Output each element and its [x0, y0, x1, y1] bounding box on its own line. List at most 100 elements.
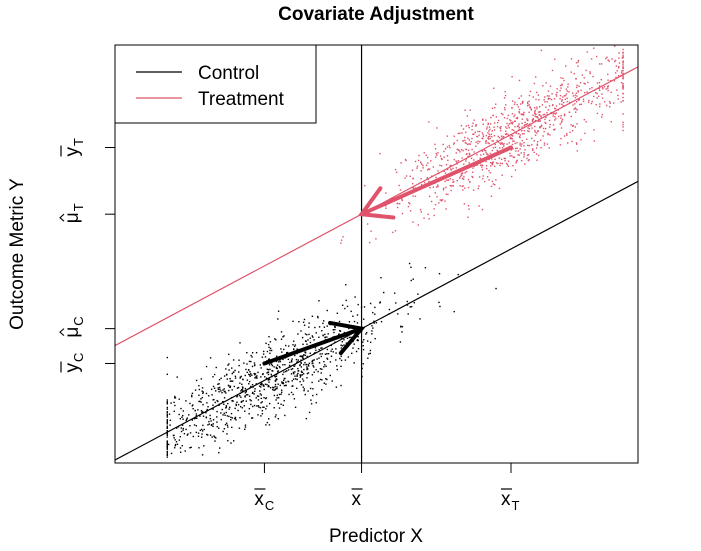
- data-point: [306, 368, 308, 371]
- data-point: [607, 79, 609, 81]
- data-point: [245, 394, 248, 396]
- data-point: [244, 428, 246, 430]
- data-point: [535, 76, 537, 78]
- data-point: [567, 83, 569, 85]
- data-point: [251, 356, 253, 358]
- data-point: [438, 301, 440, 304]
- data-point: [336, 368, 338, 371]
- data-point: [256, 405, 258, 407]
- data-point: [422, 164, 424, 167]
- data-point: [174, 404, 176, 407]
- data-point: [303, 324, 306, 326]
- data-point: [455, 160, 457, 162]
- data-point: [248, 380, 251, 383]
- data-point: [298, 321, 300, 323]
- data-point: [556, 91, 558, 94]
- data-point: [250, 403, 252, 406]
- data-point: [270, 349, 273, 352]
- data-point: [277, 370, 279, 372]
- data-point: [450, 185, 453, 187]
- data-point: [200, 401, 202, 403]
- data-point: [244, 387, 247, 390]
- data-point: [503, 117, 506, 119]
- data-point: [357, 347, 360, 350]
- data-point: [273, 394, 276, 397]
- data-point: [491, 162, 493, 164]
- data-point: [515, 147, 517, 150]
- data-point: [528, 94, 531, 97]
- data-point: [494, 143, 496, 146]
- data-point: [622, 48, 624, 51]
- data-point: [372, 327, 374, 329]
- data-point: [206, 402, 208, 404]
- data-point: [520, 95, 522, 97]
- data-point: [511, 129, 513, 131]
- data-point: [257, 371, 259, 374]
- data-point: [498, 157, 501, 159]
- data-point: [423, 217, 425, 219]
- data-point: [215, 437, 217, 439]
- data-point: [264, 383, 267, 385]
- data-point: [234, 407, 236, 410]
- data-point: [239, 394, 241, 397]
- data-point: [542, 114, 545, 116]
- data-point: [510, 137, 513, 140]
- data-point: [549, 123, 551, 126]
- data-point: [576, 123, 578, 125]
- data-point: [526, 118, 528, 120]
- data-point: [268, 364, 271, 366]
- data-point: [617, 67, 620, 69]
- data-point: [532, 114, 534, 117]
- data-point: [398, 184, 400, 187]
- data-point: [166, 421, 168, 423]
- data-point: [292, 348, 295, 350]
- data-point: [426, 156, 429, 159]
- data-point: [166, 452, 168, 454]
- data-point: [570, 124, 572, 126]
- data-point: [587, 101, 590, 103]
- data-point: [198, 388, 201, 391]
- data-point: [315, 393, 318, 396]
- legend-control-label: Control: [198, 63, 259, 84]
- data-point: [593, 129, 595, 131]
- data-point: [585, 69, 587, 72]
- data-point: [255, 383, 258, 385]
- data-point: [380, 276, 382, 279]
- data-point: [483, 149, 486, 152]
- data-point: [276, 397, 278, 399]
- data-point: [319, 368, 322, 370]
- data-point: [450, 168, 452, 170]
- data-point: [439, 155, 442, 157]
- data-point: [490, 195, 493, 197]
- data-point: [239, 376, 242, 378]
- data-point: [499, 126, 501, 129]
- data-point: [534, 112, 536, 114]
- data-point: [536, 143, 538, 146]
- data-point: [230, 419, 232, 421]
- data-point: [285, 352, 288, 354]
- data-point: [524, 121, 526, 124]
- data-point: [201, 430, 204, 432]
- data-point: [554, 113, 557, 115]
- data-point: [261, 356, 264, 358]
- data-point: [452, 167, 454, 170]
- data-point: [371, 330, 373, 332]
- data-point: [484, 150, 487, 152]
- data-point: [477, 142, 479, 145]
- data-point: [388, 308, 391, 311]
- data-point: [410, 305, 413, 308]
- data-point: [506, 122, 508, 125]
- data-point: [540, 124, 543, 126]
- data-point: [565, 65, 567, 67]
- data-point: [598, 87, 600, 90]
- data-point: [297, 361, 299, 363]
- data-point: [302, 357, 304, 360]
- data-point: [269, 341, 272, 343]
- data-point: [183, 432, 186, 435]
- data-point: [166, 441, 168, 443]
- data-point: [312, 362, 314, 364]
- data-point: [324, 364, 326, 366]
- data-point: [208, 423, 211, 425]
- data-point: [296, 378, 298, 381]
- data-point: [321, 379, 323, 381]
